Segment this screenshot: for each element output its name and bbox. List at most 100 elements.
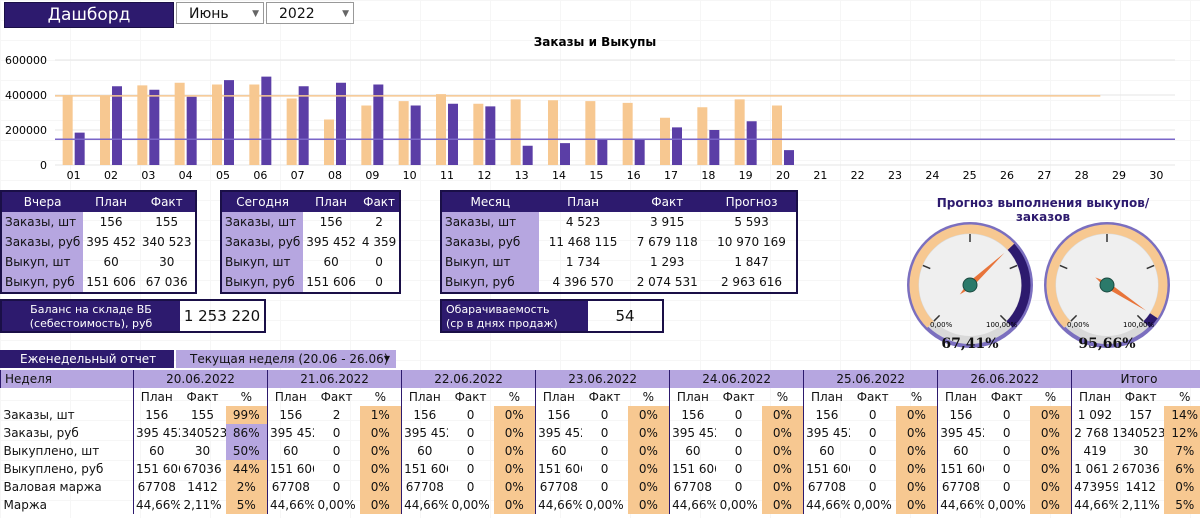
cell-value: 2 768 16( <box>1071 424 1118 442</box>
row-label: Заказы, шт <box>1 212 84 232</box>
x-tick-label: 22 <box>851 169 865 182</box>
weekly-report-table: Неделя 20.06.2022 21.06.2022 22.06.2022 23.0… <box>0 370 1200 514</box>
chart-bar <box>249 84 260 165</box>
percent-cell: 0% <box>493 460 536 478</box>
cell-value: 44,66% <box>937 496 984 514</box>
cell-value: 395 452 <box>535 424 582 442</box>
percent-cell: 0% <box>493 406 536 424</box>
row-label: Заказы, шт <box>221 212 304 232</box>
balance-label-line1: Баланс на складе ВБ <box>30 303 152 316</box>
chevron-down-icon: ▼ <box>252 9 259 19</box>
week-select[interactable]: Текущая неделя (20.06 - 26.06) ▼ <box>176 350 396 368</box>
cell-value: 0 <box>734 408 743 422</box>
chart-bar <box>597 139 608 165</box>
chart-bar <box>361 105 372 165</box>
cell-value: 44,66% <box>535 496 582 514</box>
table-header: Сегодня <box>221 191 304 212</box>
percent-cell: 0% <box>627 406 670 424</box>
percent-cell: 0% <box>1029 496 1072 514</box>
table-row: Выкуп, руб 151 606 0 <box>221 272 400 293</box>
day-header: 23.06.2022 <box>535 370 670 388</box>
cell-value: 156 <box>937 406 984 424</box>
percent-cell: 0% <box>359 496 402 514</box>
gauge-hub <box>1099 277 1115 293</box>
cell-value: 0 <box>1002 480 1011 494</box>
x-tick-label: 01 <box>67 169 81 182</box>
cell-value: 0 <box>600 426 609 440</box>
chart-bar <box>410 105 421 165</box>
x-tick-label: 14 <box>552 169 566 182</box>
percent-cell: 0% <box>895 496 938 514</box>
cell-value: 1 847 <box>734 255 769 269</box>
x-tick-label: 25 <box>963 169 977 182</box>
cell-value: 60 <box>937 442 984 460</box>
gauge-fill <box>1046 224 1168 328</box>
row-label: Выкуп, руб <box>441 272 539 293</box>
percent-cell: 0% <box>1029 442 1072 460</box>
cell-value: 395 452 <box>306 235 356 249</box>
chart-bar <box>522 145 533 165</box>
month-select[interactable]: Июнь ▼ <box>176 2 264 24</box>
percent-cell: 0% <box>761 496 804 514</box>
gauge-rest <box>1006 243 1031 328</box>
gauge-hub <box>962 277 978 293</box>
dashboard-title[interactable]: Дашборд <box>4 2 174 28</box>
percent-cell: 0% <box>761 442 804 460</box>
table-row: Валовая маржа 67708 1412 2% 67708 0 0% 67708 0 0%… <box>1 478 1200 496</box>
cell-value: 1412 <box>187 480 218 494</box>
cell-value: 395 452 <box>86 235 136 249</box>
y-tick-label: 200000 <box>5 124 47 137</box>
chart-bar <box>100 95 110 165</box>
cell-value: 473959 <box>1071 478 1118 496</box>
gauge-value-2: 95,66% <box>1078 336 1136 352</box>
balance-label: Баланс на складе ВБ (себестоимость), руб <box>2 301 180 331</box>
chart-bar <box>585 101 596 165</box>
row-label: Выкуп, шт <box>221 252 304 272</box>
cell-value: 67708 <box>133 478 180 496</box>
chart-bar <box>174 82 185 165</box>
cell-value: 0,00% <box>987 498 1026 512</box>
gauge-tick <box>922 264 931 270</box>
percent-cell: 0% <box>761 424 804 442</box>
subheader-cell: % <box>776 390 789 404</box>
percent-cell: 0% <box>1029 424 1072 442</box>
chart-bar <box>672 127 682 165</box>
x-tick-label: 08 <box>328 169 342 182</box>
year-select[interactable]: 2022 ▼ <box>266 2 354 24</box>
chart-bar <box>436 94 446 165</box>
percent-cell: 0% <box>761 406 804 424</box>
table-row: Заказы, руб 395 452 340 523 <box>1 232 196 252</box>
subheader-cell: Факт <box>722 390 755 404</box>
cell-value: 30 <box>159 255 175 269</box>
cell-value: 151 606 <box>267 460 314 478</box>
gauge-max-label: 100,00% <box>986 321 1017 329</box>
table-row: Выкуплено, шт 60 30 50% 60 0 0% 60 0 0% 60 0 0% 60 0 0%… <box>1 442 1200 460</box>
cell-value: 30 <box>1133 444 1149 458</box>
cell-value: 44,66% <box>267 496 314 514</box>
cell-value: 67708 <box>669 478 716 496</box>
percent-cell: 12% <box>1163 424 1200 442</box>
percent-cell: 50% <box>225 442 268 460</box>
cell-value: 2 963 616 <box>720 275 783 289</box>
cell-value: 60 <box>401 442 448 460</box>
table-row: Заказы, шт 156 155 99% 156 2 1% 156 0 0% 156 0 0% 156… <box>1 406 1200 424</box>
cell-value: 156 <box>803 406 850 424</box>
cell-value: 156 <box>319 215 343 229</box>
percent-cell: 7% <box>1163 442 1200 460</box>
cell-value: 0 <box>332 462 341 476</box>
percent-cell: 0% <box>493 496 536 514</box>
cell-value: 0,00% <box>317 498 356 512</box>
cell-value: 395 452 <box>803 424 850 442</box>
cell-value: 0 <box>868 462 877 476</box>
percent-cell: 86% <box>225 424 268 442</box>
cell-value: 10 970 169 <box>717 235 786 249</box>
turnover-card: Обарачиваемость (ср в днях продаж) 54 <box>440 299 664 333</box>
chart-bar <box>734 99 745 165</box>
row-label: Валовая маржа <box>3 480 102 494</box>
x-tick-label: 30 <box>1149 169 1163 182</box>
cell-value: 67036 <box>183 462 222 476</box>
table-row: Заказы, шт 4 523 3 915 5 593 <box>441 212 797 232</box>
cell-value: 156 <box>99 215 123 229</box>
row-label: Выкуплено, шт <box>3 444 100 458</box>
